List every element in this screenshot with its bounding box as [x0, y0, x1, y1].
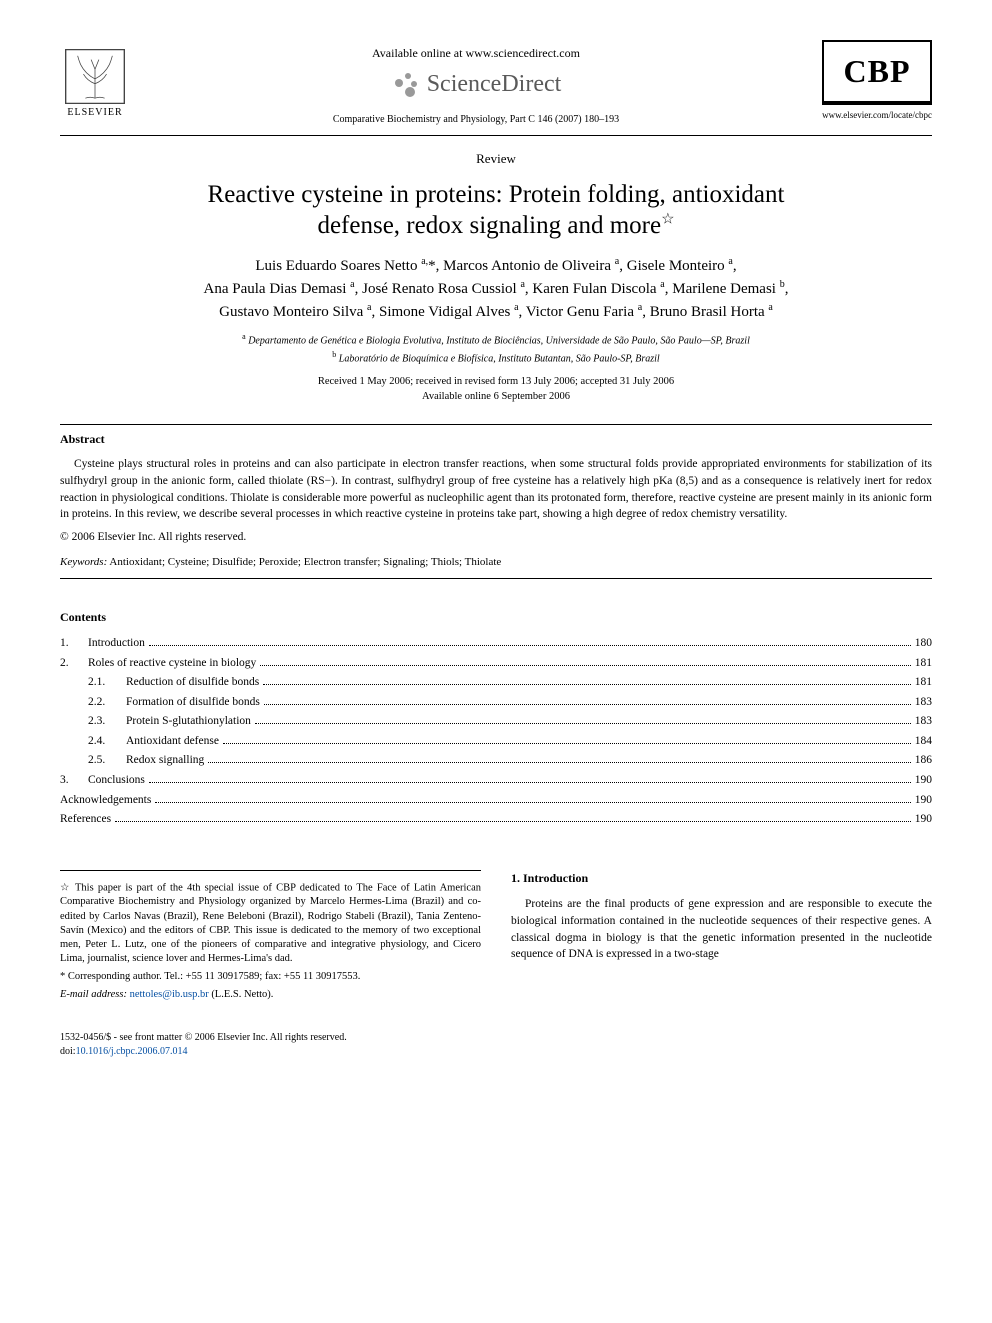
toc-row: References 190	[60, 810, 932, 830]
dates-online: Available online 6 September 2006	[60, 389, 932, 404]
toc-label: Conclusions	[88, 771, 145, 791]
keywords-label: Keywords:	[60, 556, 107, 568]
toc-row: 2.5.Redox signalling 186	[88, 751, 932, 771]
toc-row: 2.3.Protein S-glutathionylation 183	[88, 712, 932, 732]
title-line-2: defense, redox signaling and more	[317, 212, 661, 239]
toc-page: 190	[915, 771, 932, 791]
title-line-1: Reactive cysteine in proteins: Protein f…	[208, 181, 785, 208]
table-of-contents: 1.Introduction1802.Roles of reactive cys…	[60, 634, 932, 829]
footer-columns: ☆ This paper is part of the 4th special …	[60, 870, 932, 1007]
toc-label: Roles of reactive cysteine in biology	[88, 654, 256, 674]
elsevier-tree-icon	[65, 49, 125, 104]
toc-page: 180	[915, 634, 932, 654]
keywords-list: Antioxidant; Cysteine; Disulfide; Peroxi…	[107, 556, 501, 568]
header-rule	[60, 135, 932, 136]
journal-reference: Comparative Biochemistry and Physiology,…	[130, 113, 822, 127]
toc-page: 186	[915, 751, 932, 771]
abstract-heading: Abstract	[60, 431, 932, 448]
toc-dots	[260, 665, 910, 666]
center-header: Available online at www.sciencedirect.co…	[130, 40, 822, 127]
elsevier-label: ELSEVIER	[67, 106, 122, 120]
toc-page: 181	[915, 673, 932, 693]
paper-header: ELSEVIER Available online at www.science…	[60, 40, 932, 127]
article-dates: Received 1 May 2006; received in revised…	[60, 374, 932, 404]
email-link[interactable]: nettoles@ib.usp.br	[130, 989, 209, 1000]
toc-label: References	[60, 810, 111, 830]
affiliations: a Departamento de Genética e Biologia Ev…	[60, 331, 932, 366]
article-type: Review	[60, 150, 932, 168]
toc-number: 3.	[60, 771, 88, 791]
cbp-url: www.elsevier.com/locate/cbpc	[822, 109, 932, 122]
toc-dots	[115, 821, 911, 822]
toc-dots	[155, 802, 910, 803]
doi-line: doi:10.1016/j.cbpc.2006.07.014	[60, 1045, 932, 1059]
cbp-logo: CBP	[822, 40, 932, 105]
toc-row: Acknowledgements 190	[60, 791, 932, 811]
toc-page: 183	[915, 712, 932, 732]
toc-dots	[223, 743, 911, 744]
footnote-email: E-mail address: nettoles@ib.usp.br (L.E.…	[60, 988, 481, 1002]
contents-section: Contents 1.Introduction1802.Roles of rea…	[60, 609, 932, 829]
toc-label: Introduction	[88, 634, 145, 654]
toc-number: 1.	[60, 634, 88, 654]
abstract-text: Cysteine plays structural roles in prote…	[60, 456, 932, 523]
sciencedirect-icon	[391, 71, 419, 99]
footnote-corresponding: * Corresponding author. Tel.: +55 11 309…	[60, 970, 481, 984]
toc-number: 2.	[60, 654, 88, 674]
toc-page: 190	[915, 810, 932, 830]
toc-dots	[208, 762, 910, 763]
toc-label: Reduction of disulfide bonds	[126, 673, 259, 693]
toc-number: 2.4.	[88, 732, 126, 752]
toc-row: 1.Introduction 180	[60, 634, 932, 654]
toc-row: 2.Roles of reactive cysteine in biology 1…	[60, 654, 932, 674]
doi-link[interactable]: 10.1016/j.cbpc.2006.07.014	[76, 1046, 188, 1057]
available-online-text: Available online at www.sciencedirect.co…	[130, 45, 822, 62]
authors: Luis Eduardo Soares Netto a,*, Marcos An…	[60, 255, 932, 323]
introduction-column: 1. Introduction Proteins are the final p…	[511, 870, 932, 1007]
toc-label: Antioxidant defense	[126, 732, 219, 752]
abstract-top-rule	[60, 424, 932, 425]
elsevier-logo: ELSEVIER	[60, 40, 130, 120]
toc-dots	[255, 723, 911, 724]
toc-number: 2.1.	[88, 673, 126, 693]
toc-number: 2.3.	[88, 712, 126, 732]
contents-heading: Contents	[60, 609, 932, 626]
toc-number: 2.5.	[88, 751, 126, 771]
toc-dots	[263, 684, 911, 685]
sciencedirect-brand: ScienceDirect	[130, 68, 822, 102]
abstract-copyright: © 2006 Elsevier Inc. All rights reserved…	[60, 529, 932, 545]
sciencedirect-text: ScienceDirect	[427, 68, 562, 102]
toc-page: 181	[915, 654, 932, 674]
toc-page: 184	[915, 732, 932, 752]
toc-page: 183	[915, 693, 932, 713]
title-footnote-star: ☆	[661, 212, 674, 228]
affiliation-a: a Departamento de Genética e Biologia Ev…	[60, 331, 932, 348]
toc-dots	[149, 782, 911, 783]
footnote-star: ☆ This paper is part of the 4th special …	[60, 877, 481, 967]
introduction-heading: 1. Introduction	[511, 870, 932, 887]
page-bottom: 1532-0456/$ - see front matter © 2006 El…	[60, 1031, 932, 1059]
keywords: Keywords: Antioxidant; Cysteine; Disulfi…	[60, 555, 932, 570]
abstract-bottom-rule	[60, 578, 932, 579]
toc-label: Protein S-glutathionylation	[126, 712, 251, 732]
toc-row: 2.1.Reduction of disulfide bonds 181	[88, 673, 932, 693]
introduction-text: Proteins are the final products of gene …	[511, 896, 932, 963]
toc-label: Formation of disulfide bonds	[126, 693, 260, 713]
toc-page: 190	[915, 791, 932, 811]
toc-number: 2.2.	[88, 693, 126, 713]
toc-row: 2.2.Formation of disulfide bonds 183	[88, 693, 932, 713]
toc-label: Acknowledgements	[60, 791, 151, 811]
issn-line: 1532-0456/$ - see front matter © 2006 El…	[60, 1031, 932, 1045]
cbp-block: CBP www.elsevier.com/locate/cbpc	[822, 40, 932, 122]
toc-dots	[149, 645, 911, 646]
affiliation-b: b Laboratório de Bioquímica e Biofísica,…	[60, 349, 932, 366]
article-title: Reactive cysteine in proteins: Protein f…	[60, 179, 932, 242]
toc-label: Redox signalling	[126, 751, 204, 771]
toc-dots	[264, 704, 911, 705]
footnotes: ☆ This paper is part of the 4th special …	[60, 870, 481, 1007]
dates-received: Received 1 May 2006; received in revised…	[60, 374, 932, 389]
toc-row: 2.4.Antioxidant defense 184	[88, 732, 932, 752]
toc-row: 3.Conclusions 190	[60, 771, 932, 791]
